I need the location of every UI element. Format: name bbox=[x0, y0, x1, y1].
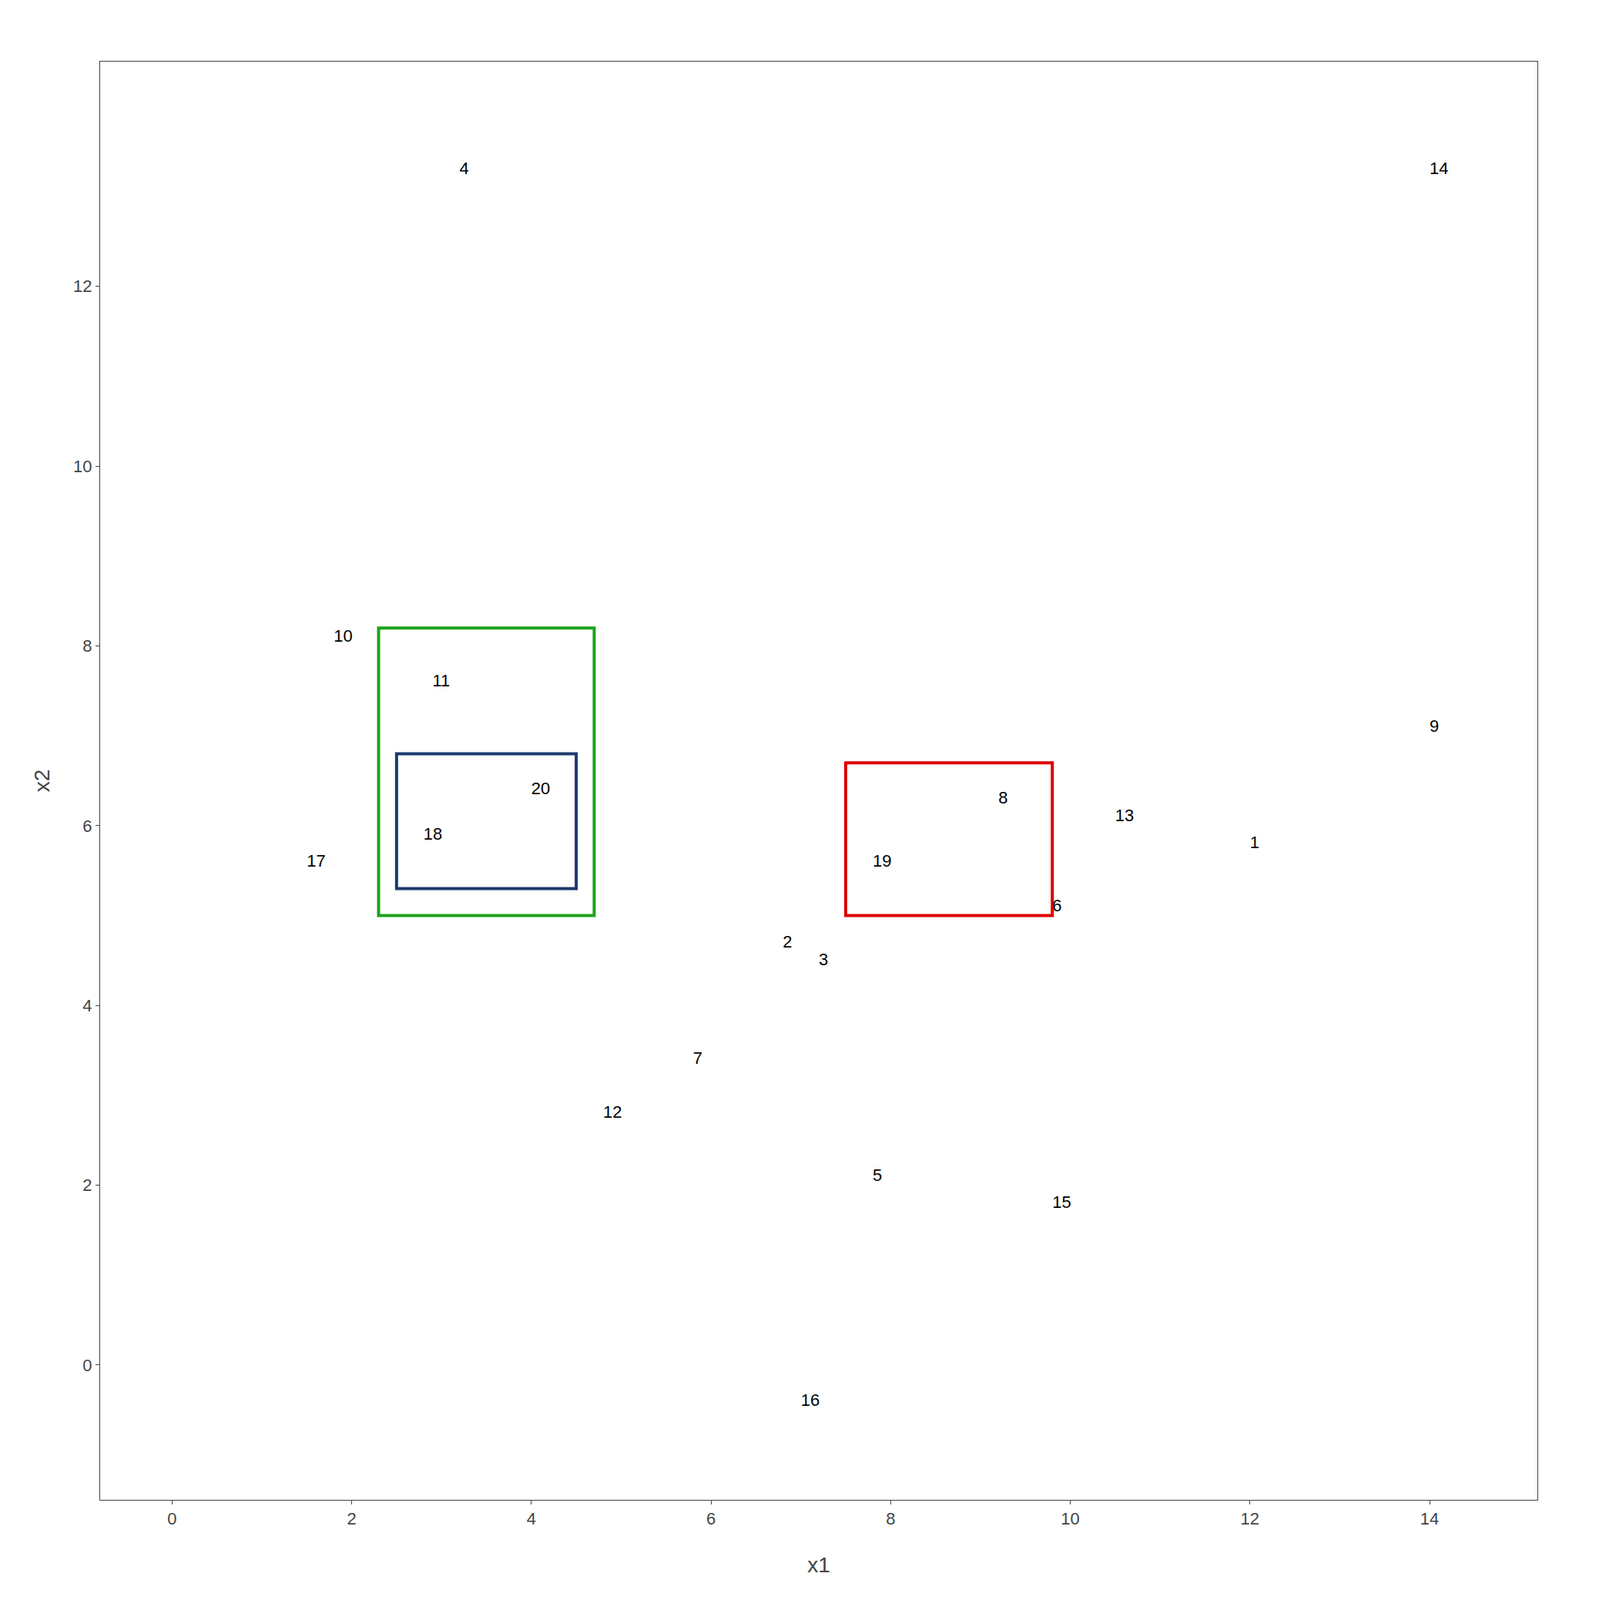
svg-text:9: 9 bbox=[1429, 716, 1439, 736]
svg-text:2: 2 bbox=[346, 1508, 356, 1529]
svg-text:4: 4 bbox=[82, 995, 92, 1016]
svg-text:10: 10 bbox=[333, 626, 352, 646]
svg-text:4: 4 bbox=[526, 1508, 537, 1529]
svg-text:19: 19 bbox=[872, 851, 892, 871]
svg-text:8: 8 bbox=[82, 636, 92, 656]
svg-text:16: 16 bbox=[801, 1390, 820, 1410]
svg-text:6: 6 bbox=[82, 816, 92, 836]
svg-text:14: 14 bbox=[1420, 1508, 1439, 1529]
svg-text:1: 1 bbox=[1250, 832, 1260, 852]
svg-text:x2: x2 bbox=[30, 769, 54, 793]
svg-text:10: 10 bbox=[1060, 1508, 1080, 1529]
svg-text:7: 7 bbox=[693, 1048, 703, 1068]
svg-text:5: 5 bbox=[872, 1165, 882, 1185]
svg-text:3: 3 bbox=[818, 949, 828, 969]
svg-text:13: 13 bbox=[1115, 805, 1134, 825]
svg-text:10: 10 bbox=[73, 456, 92, 477]
svg-text:11: 11 bbox=[432, 670, 451, 691]
svg-text:12: 12 bbox=[73, 276, 92, 296]
svg-text:17: 17 bbox=[306, 851, 326, 871]
svg-text:0: 0 bbox=[167, 1508, 177, 1529]
svg-text:8: 8 bbox=[998, 787, 1008, 808]
svg-text:20: 20 bbox=[531, 778, 550, 798]
svg-text:2: 2 bbox=[82, 1175, 92, 1195]
svg-text:4: 4 bbox=[459, 158, 470, 178]
svg-text:12: 12 bbox=[603, 1102, 622, 1122]
svg-text:6: 6 bbox=[706, 1508, 716, 1529]
svg-text:12: 12 bbox=[1240, 1508, 1260, 1529]
svg-text:6: 6 bbox=[1052, 895, 1062, 916]
svg-text:14: 14 bbox=[1429, 158, 1449, 178]
svg-text:0: 0 bbox=[82, 1355, 92, 1375]
svg-text:8: 8 bbox=[885, 1508, 896, 1529]
svg-text:x1: x1 bbox=[807, 1552, 831, 1577]
svg-text:15: 15 bbox=[1052, 1192, 1071, 1212]
svg-text:18: 18 bbox=[423, 824, 443, 844]
svg-text:2: 2 bbox=[782, 931, 792, 952]
